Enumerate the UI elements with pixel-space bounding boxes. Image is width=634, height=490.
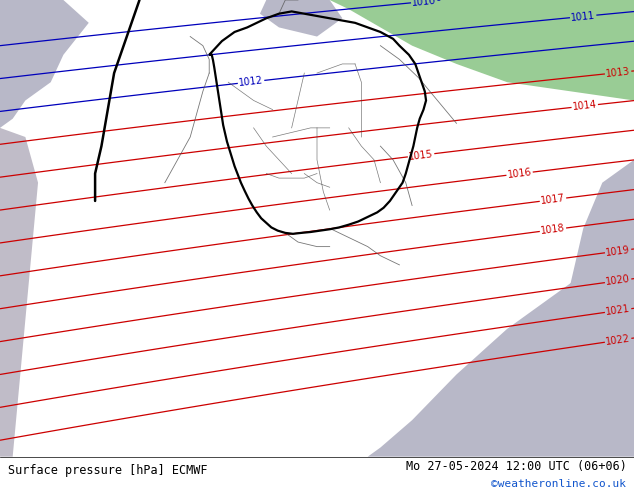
Text: 1014: 1014 [572,99,597,112]
Text: 1022: 1022 [605,334,631,347]
Text: 1017: 1017 [540,193,566,206]
Polygon shape [260,0,342,37]
Polygon shape [330,0,634,100]
Text: 1015: 1015 [408,149,434,162]
Text: 1010: 1010 [411,0,437,8]
Polygon shape [0,0,89,128]
Text: 1018: 1018 [540,223,566,236]
Text: 1011: 1011 [571,10,596,23]
Text: Surface pressure [hPa] ECMWF: Surface pressure [hPa] ECMWF [8,464,207,476]
Polygon shape [0,128,38,457]
Text: 1012: 1012 [238,75,264,88]
Text: 1013: 1013 [605,66,631,79]
Polygon shape [558,160,634,319]
Text: Mo 27-05-2024 12:00 UTC (06+06): Mo 27-05-2024 12:00 UTC (06+06) [406,460,626,472]
Text: 1019: 1019 [605,245,631,258]
Text: ©weatheronline.co.uk: ©weatheronline.co.uk [491,479,626,489]
Text: 1021: 1021 [605,304,631,317]
Text: 1016: 1016 [507,167,533,180]
Polygon shape [368,274,634,457]
Text: 1020: 1020 [605,274,631,288]
